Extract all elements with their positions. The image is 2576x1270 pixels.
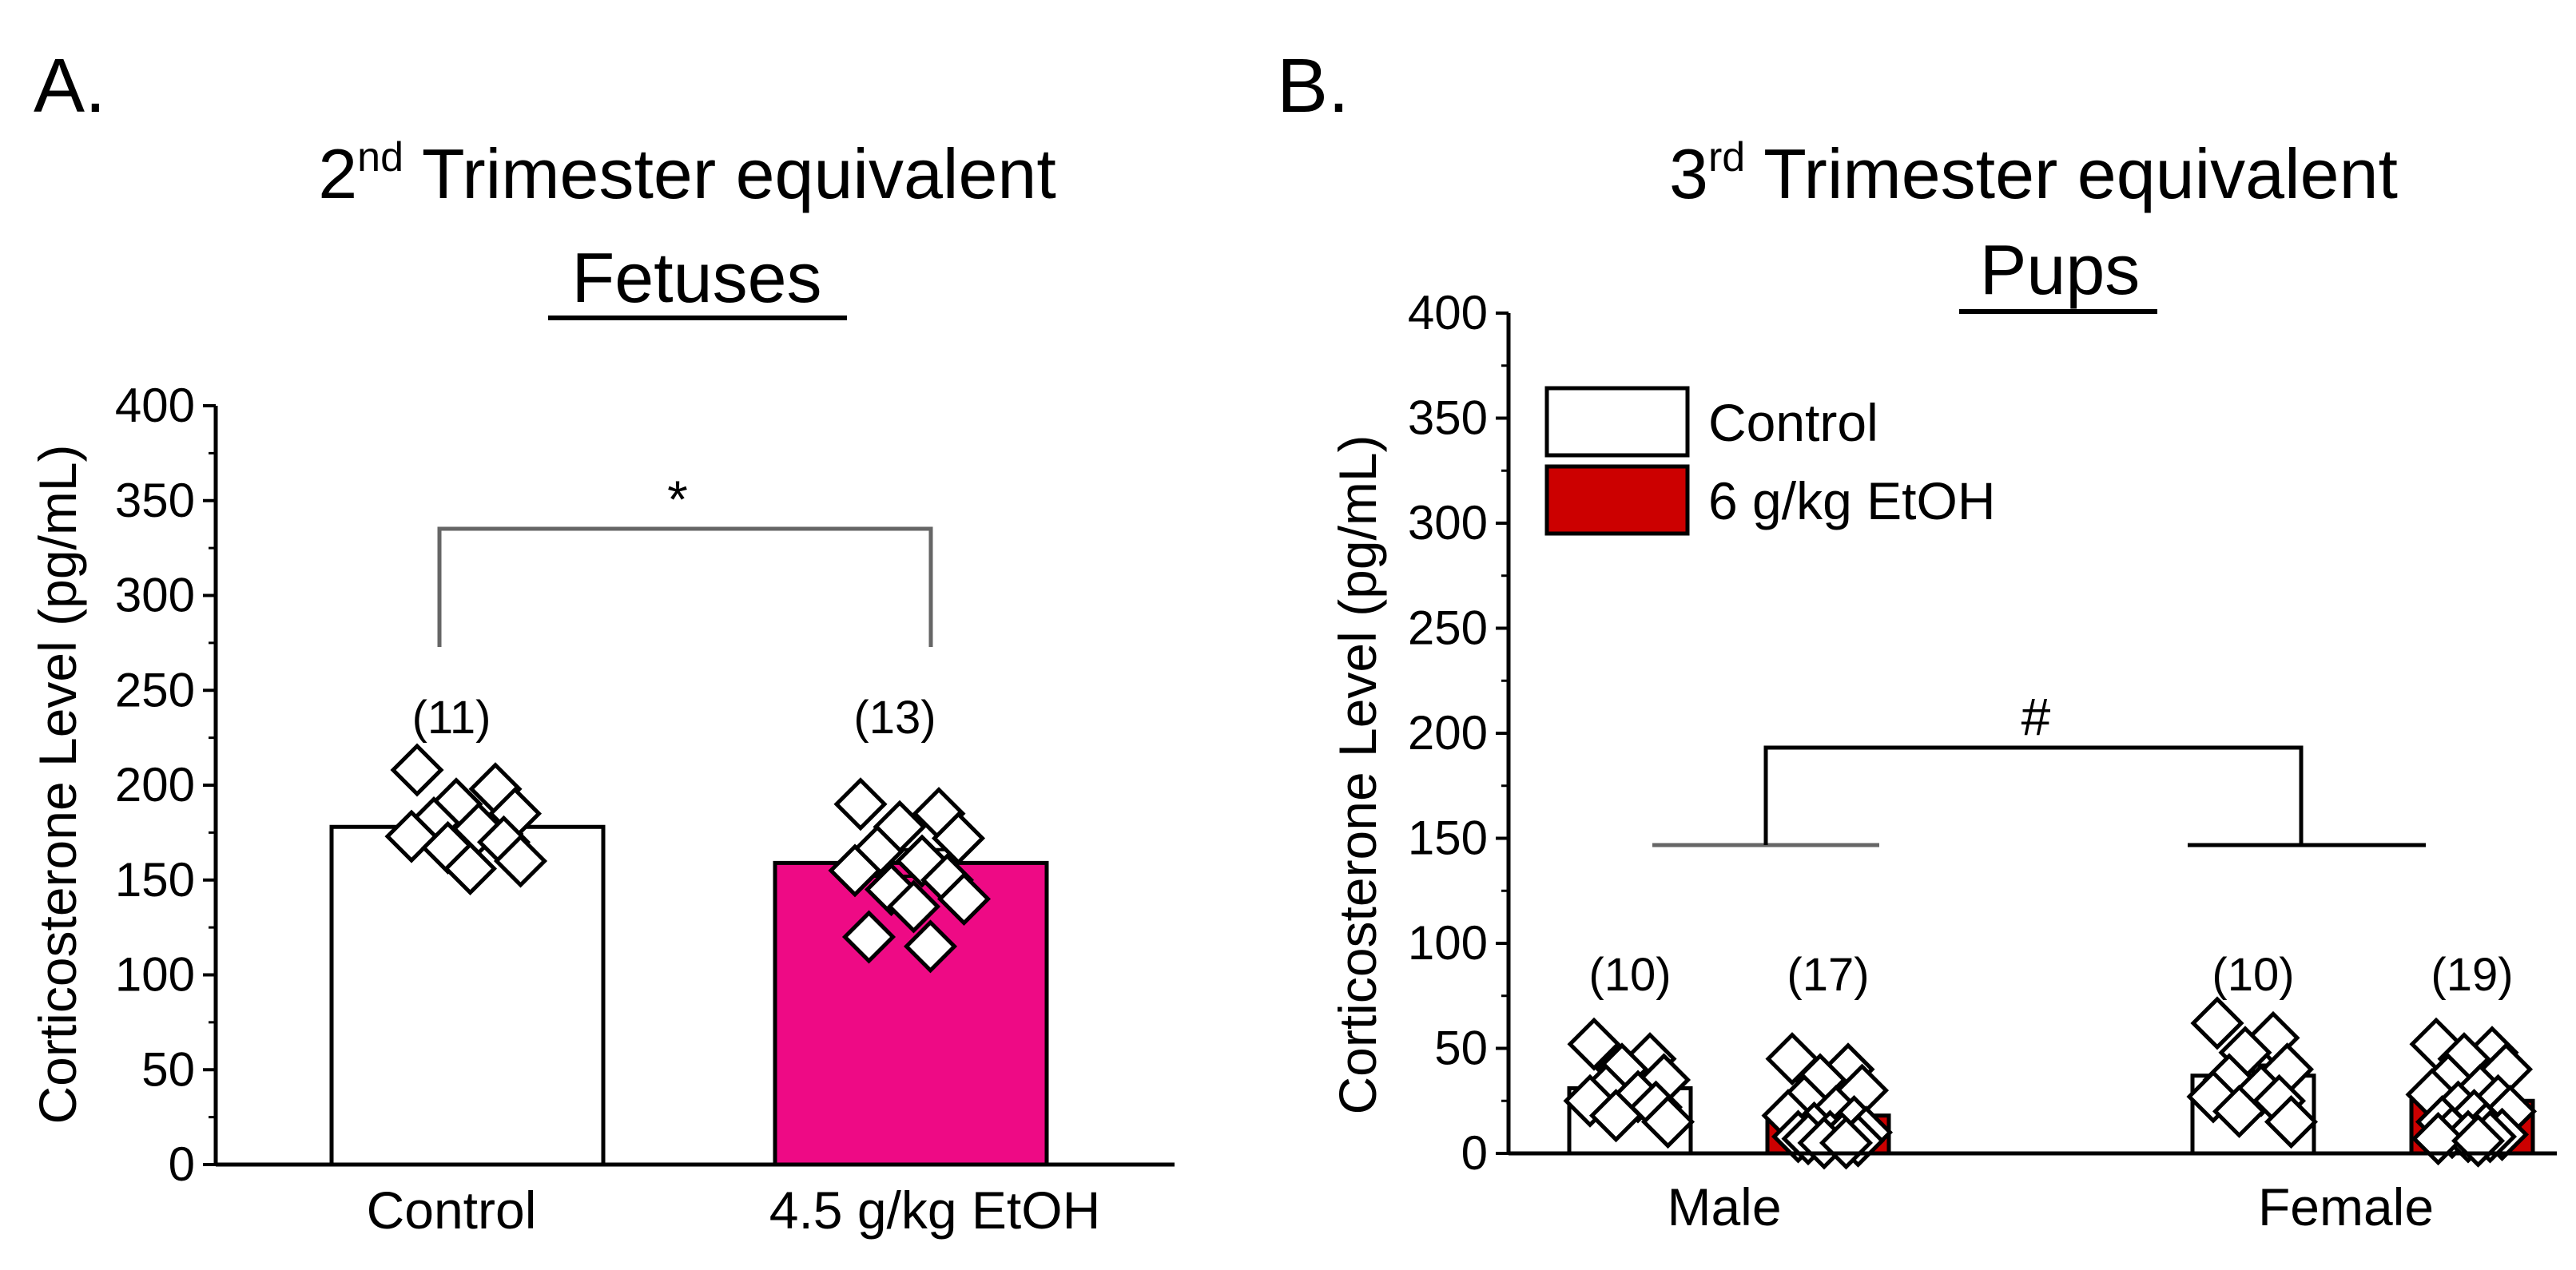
significance-hash: # (2021, 687, 2051, 746)
data-point (1588, 1089, 1644, 1143)
data-point (2411, 1112, 2466, 1166)
significance-star: * (667, 470, 688, 529)
panel-b-y-tick-label: 200 (1408, 706, 1488, 760)
panel-b-title: 3rd Trimester equivalent (1669, 134, 2398, 213)
data-point (833, 777, 888, 831)
panel-a-letter: A. (34, 43, 106, 129)
x-label-control: Control (367, 1181, 537, 1240)
panel-a-y-ticks: 0 50 100 150 200 250 300 350 400 (115, 379, 216, 1191)
legend-swatch-control (1544, 386, 1690, 458)
data-point (2212, 1084, 2267, 1138)
panel-a-y-tick-label: 150 (115, 853, 195, 907)
panel-b-y-tick-label: 250 (1408, 601, 1488, 655)
panel-a: A. 2nd Trimester equivalent Fetuses Cort… (28, 43, 1175, 1240)
points-female-control (2186, 996, 2319, 1149)
data-point (936, 871, 992, 927)
panel-b-y-tick-label: 150 (1408, 812, 1488, 865)
panel-b-y-tick-label: 0 (1461, 1126, 1488, 1180)
panel-b-y-tick-label: 350 (1408, 391, 1488, 445)
data-point (931, 811, 986, 866)
panel-b-y-tick-label: 300 (1408, 496, 1488, 550)
panel-a-y-tick-label: 250 (115, 663, 195, 716)
panel-a-title: 2nd Trimester equivalent (318, 134, 1056, 213)
legend-label-etoh: 6 g/kg EtOH (1708, 471, 1996, 530)
data-point (886, 879, 941, 934)
panel-a-y-tick-label: 50 (141, 1042, 195, 1096)
panel-a-y-tick-label: 350 (115, 474, 195, 527)
data-point (443, 841, 498, 896)
panel-a-y-tick-label: 0 (169, 1137, 195, 1191)
n-label-etoh-4-5: (13) (853, 692, 936, 744)
panel-a-y-axis-title: Corticosterone Level (pg/mL) (28, 444, 87, 1124)
panel-b-letter: B. (1277, 43, 1350, 129)
x-label-female: Female (2258, 1177, 2434, 1236)
n-label-control: (11) (412, 692, 491, 744)
legend-swatch-etoh (1544, 464, 1690, 536)
data-point (1640, 1095, 1695, 1149)
significance-bracket (437, 526, 933, 647)
panel-b-y-tick-label: 400 (1408, 286, 1488, 339)
data-point (841, 910, 896, 964)
data-point (1567, 1017, 1621, 1071)
data-point (493, 834, 548, 888)
data-point (390, 743, 444, 797)
panel-b-y-axis-title: Corticosterone Level (pg/mL) (1328, 435, 1387, 1114)
panel-a-y-tick-label: 100 (115, 948, 195, 1002)
panel-a-plot: 0 50 100 150 200 250 300 350 400 Control 4.5 g/k… (115, 379, 1175, 1240)
panel-b-y-tick-label: 50 (1434, 1022, 1488, 1075)
panel-b-plot: 0 50 100 150 200 250 300 350 400 Male Female (10… (1408, 286, 2557, 1236)
data-point (2264, 1095, 2319, 1149)
panel-a-y-tick-label: 400 (115, 379, 195, 432)
legend: Control 6 g/kg EtOH (1544, 386, 1996, 536)
x-label-etoh-4-5: 4.5 g/kg EtOH (769, 1181, 1101, 1240)
n-label-female-etoh-6: (19) (2431, 949, 2513, 1001)
points-male-control (1563, 1017, 1695, 1149)
data-point (828, 843, 882, 898)
panel-a-y-tick-label: 300 (115, 569, 195, 622)
points-female-etoh-6 (2405, 1017, 2538, 1168)
n-label-female-control: (10) (2212, 949, 2294, 1001)
panel-b: B. 3rd Trimester equivalent Pups Cortico… (1277, 43, 2557, 1236)
n-label-male-control: (10) (1588, 949, 1671, 1001)
panel-b-y-ticks: 0 50 100 150 200 250 300 350 400 (1408, 286, 1509, 1180)
panel-a-subtitle: Fetuses (571, 238, 821, 317)
significance-bracket-sex (1652, 745, 2426, 847)
legend-label-control: Control (1708, 393, 1878, 452)
points-etoh-4-5 (828, 777, 992, 974)
panel-b-y-tick-label: 100 (1408, 916, 1488, 970)
data-point (2190, 996, 2244, 1050)
n-label-male-etoh-6: (17) (1787, 949, 1869, 1001)
panel-a-y-tick-label: 200 (115, 758, 195, 812)
points-male-etoh-6 (1761, 1032, 1894, 1170)
points-control (384, 743, 548, 896)
data-point (903, 919, 958, 974)
x-label-male: Male (1667, 1177, 1781, 1236)
panel-b-subtitle: Pups (1980, 230, 2141, 309)
